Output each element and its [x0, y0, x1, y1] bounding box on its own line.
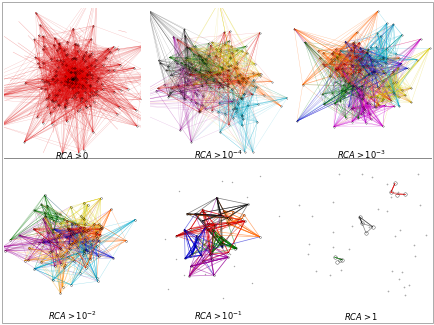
Text: $RCA > 10^{-2}$: $RCA > 10^{-2}$ — [47, 309, 96, 322]
Text: $RCA > 10^{-1}$: $RCA > 10^{-1}$ — [194, 309, 242, 322]
Text: $RCA > 1$: $RCA > 1$ — [343, 311, 377, 322]
Text: $RCA > 0$: $RCA > 0$ — [55, 150, 89, 161]
Text: $RCA > 10^{-3}$: $RCA > 10^{-3}$ — [336, 149, 385, 161]
Text: $RCA > 10^{-4}$: $RCA > 10^{-4}$ — [194, 149, 242, 161]
